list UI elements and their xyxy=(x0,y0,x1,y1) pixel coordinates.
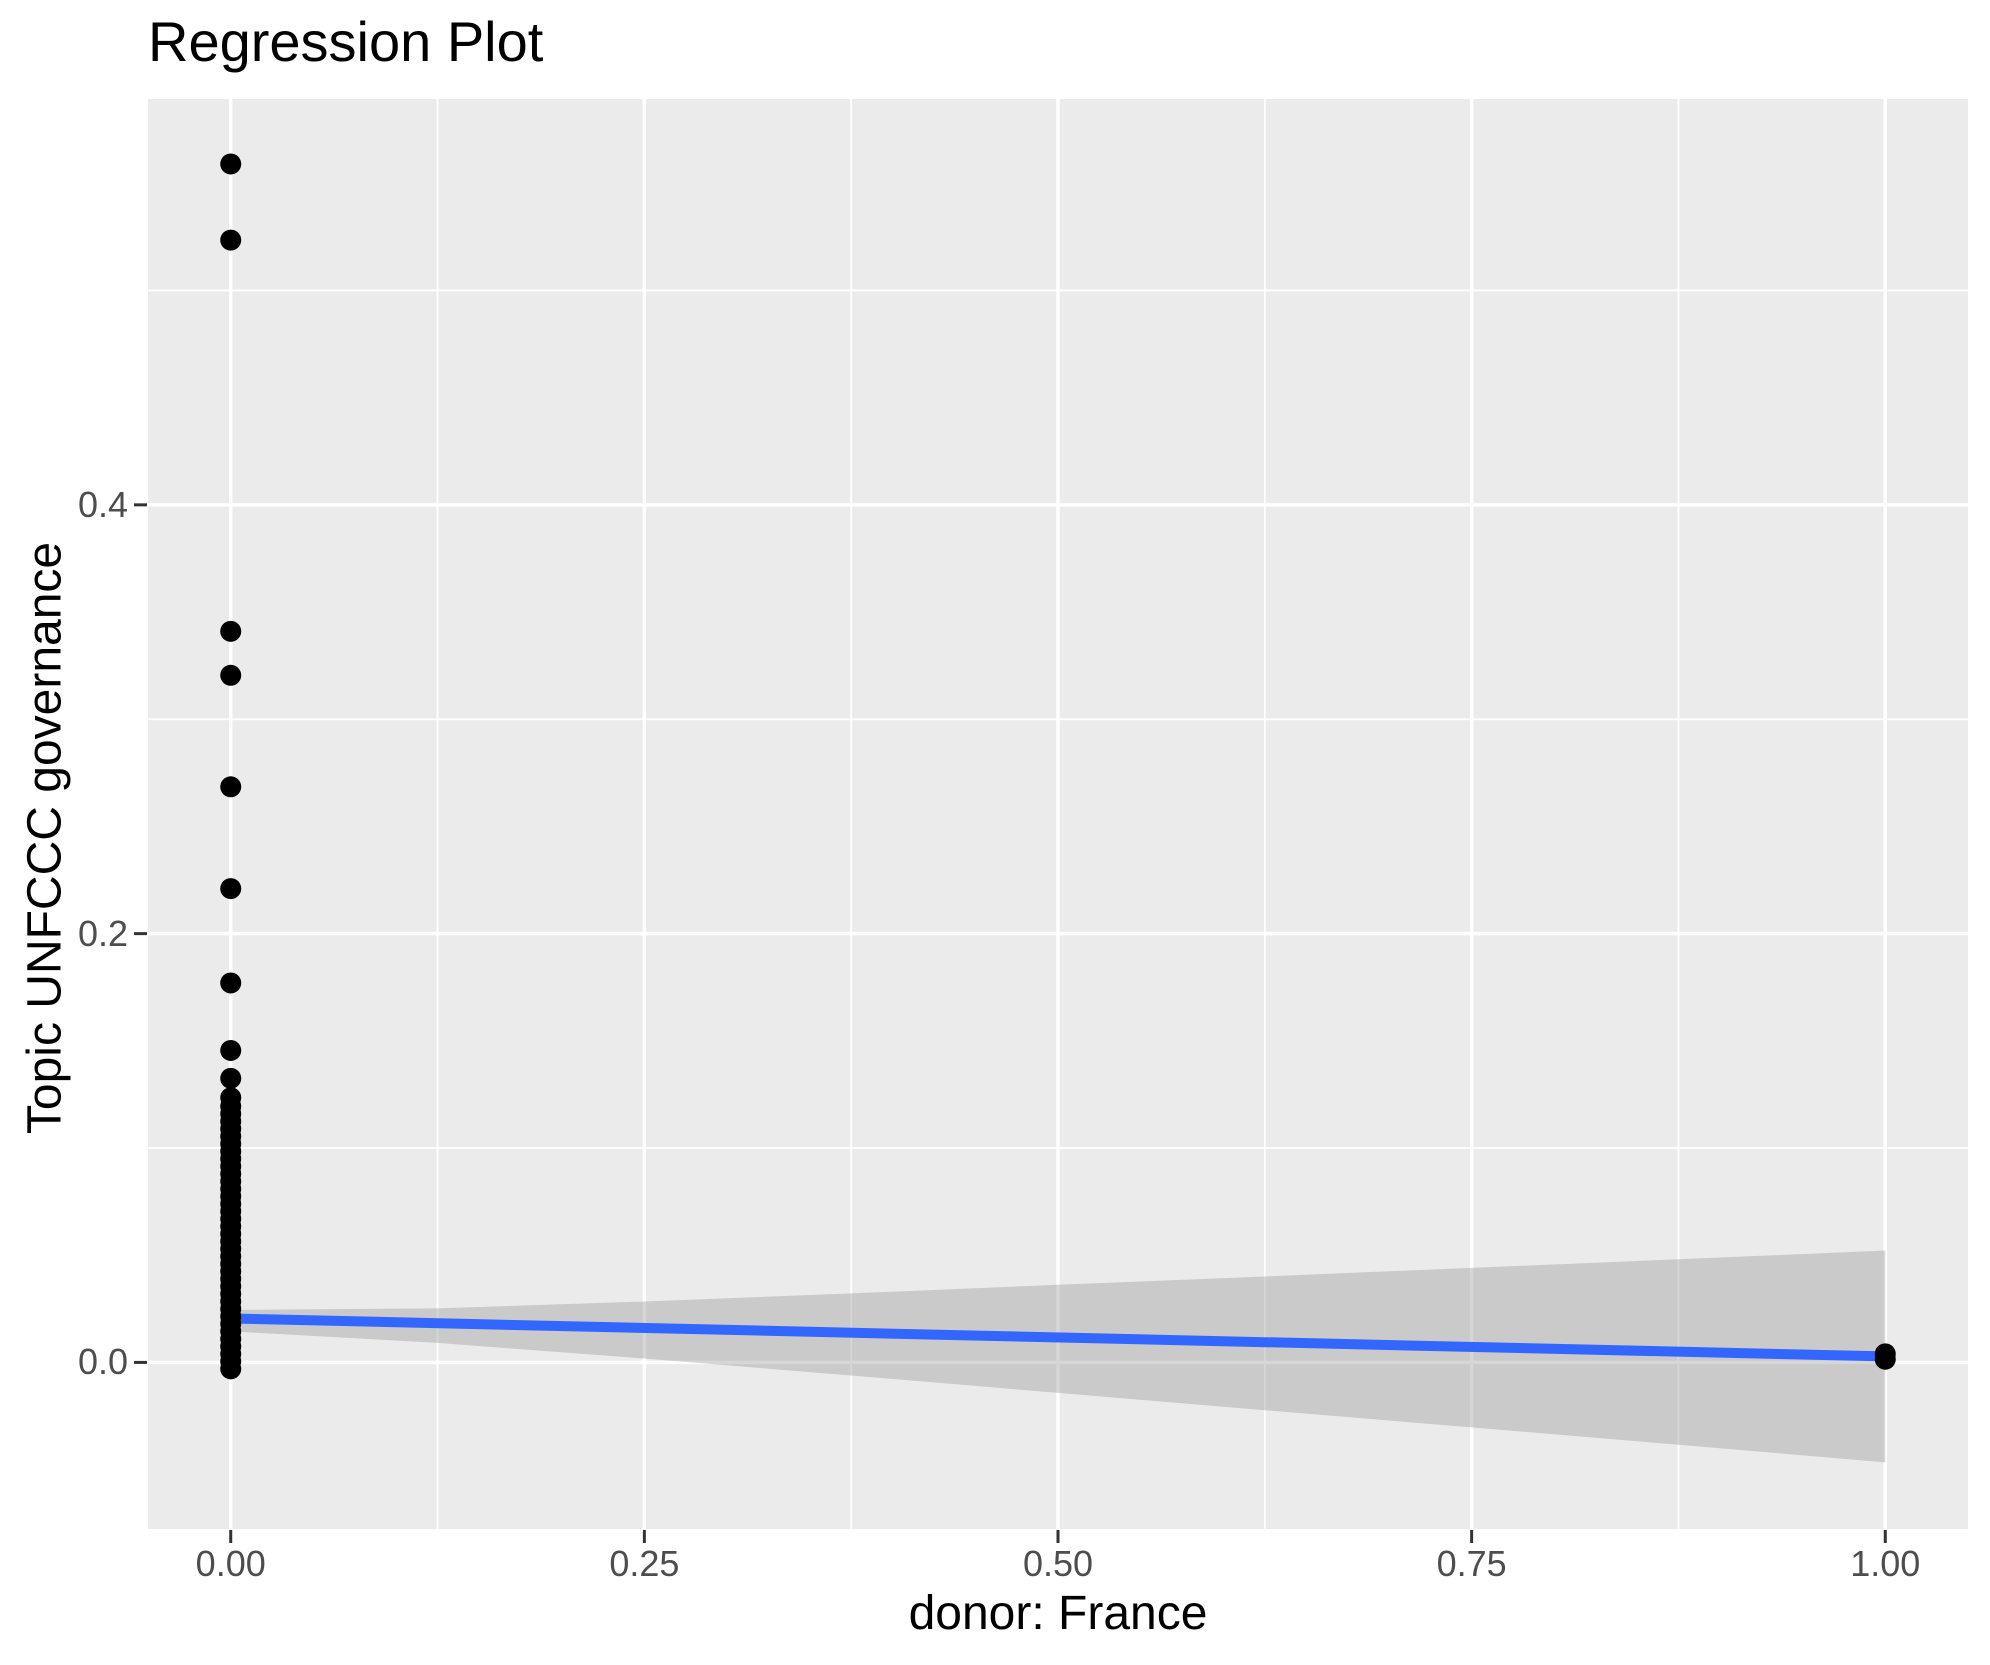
x-tick-label: 0.50 xyxy=(1022,1543,1094,1584)
scatter-point xyxy=(1874,1348,1896,1370)
scatter-point xyxy=(220,1067,242,1089)
y-tick-label: 0.0 xyxy=(77,1341,128,1383)
scatter-point xyxy=(220,620,242,642)
x-tick-label: 0.75 xyxy=(1436,1543,1507,1584)
x-tick-label: 1.00 xyxy=(1850,1543,1921,1584)
scatter-point xyxy=(220,1358,242,1380)
x-tick-label: 0.00 xyxy=(195,1543,266,1584)
x-tick-label: 0.25 xyxy=(609,1543,680,1584)
y-axis-title: Topic UNFCCC governance xyxy=(18,541,72,1135)
scatter-point xyxy=(220,1039,242,1061)
scatter-point xyxy=(220,229,242,251)
scatter-point xyxy=(220,972,242,994)
y-tick-label: 0.2 xyxy=(77,912,128,954)
scatter-point xyxy=(220,878,242,900)
x-axis-title: donor: France xyxy=(908,1587,1208,1640)
regression-line xyxy=(230,1313,1886,1362)
scatter-point xyxy=(220,153,242,175)
scatter-point xyxy=(220,664,242,686)
plot-title: Regression Plot xyxy=(148,10,544,73)
confidence-band xyxy=(230,1250,1886,1463)
y-tick-label: 0.4 xyxy=(77,483,128,525)
scatter-point xyxy=(220,776,242,798)
